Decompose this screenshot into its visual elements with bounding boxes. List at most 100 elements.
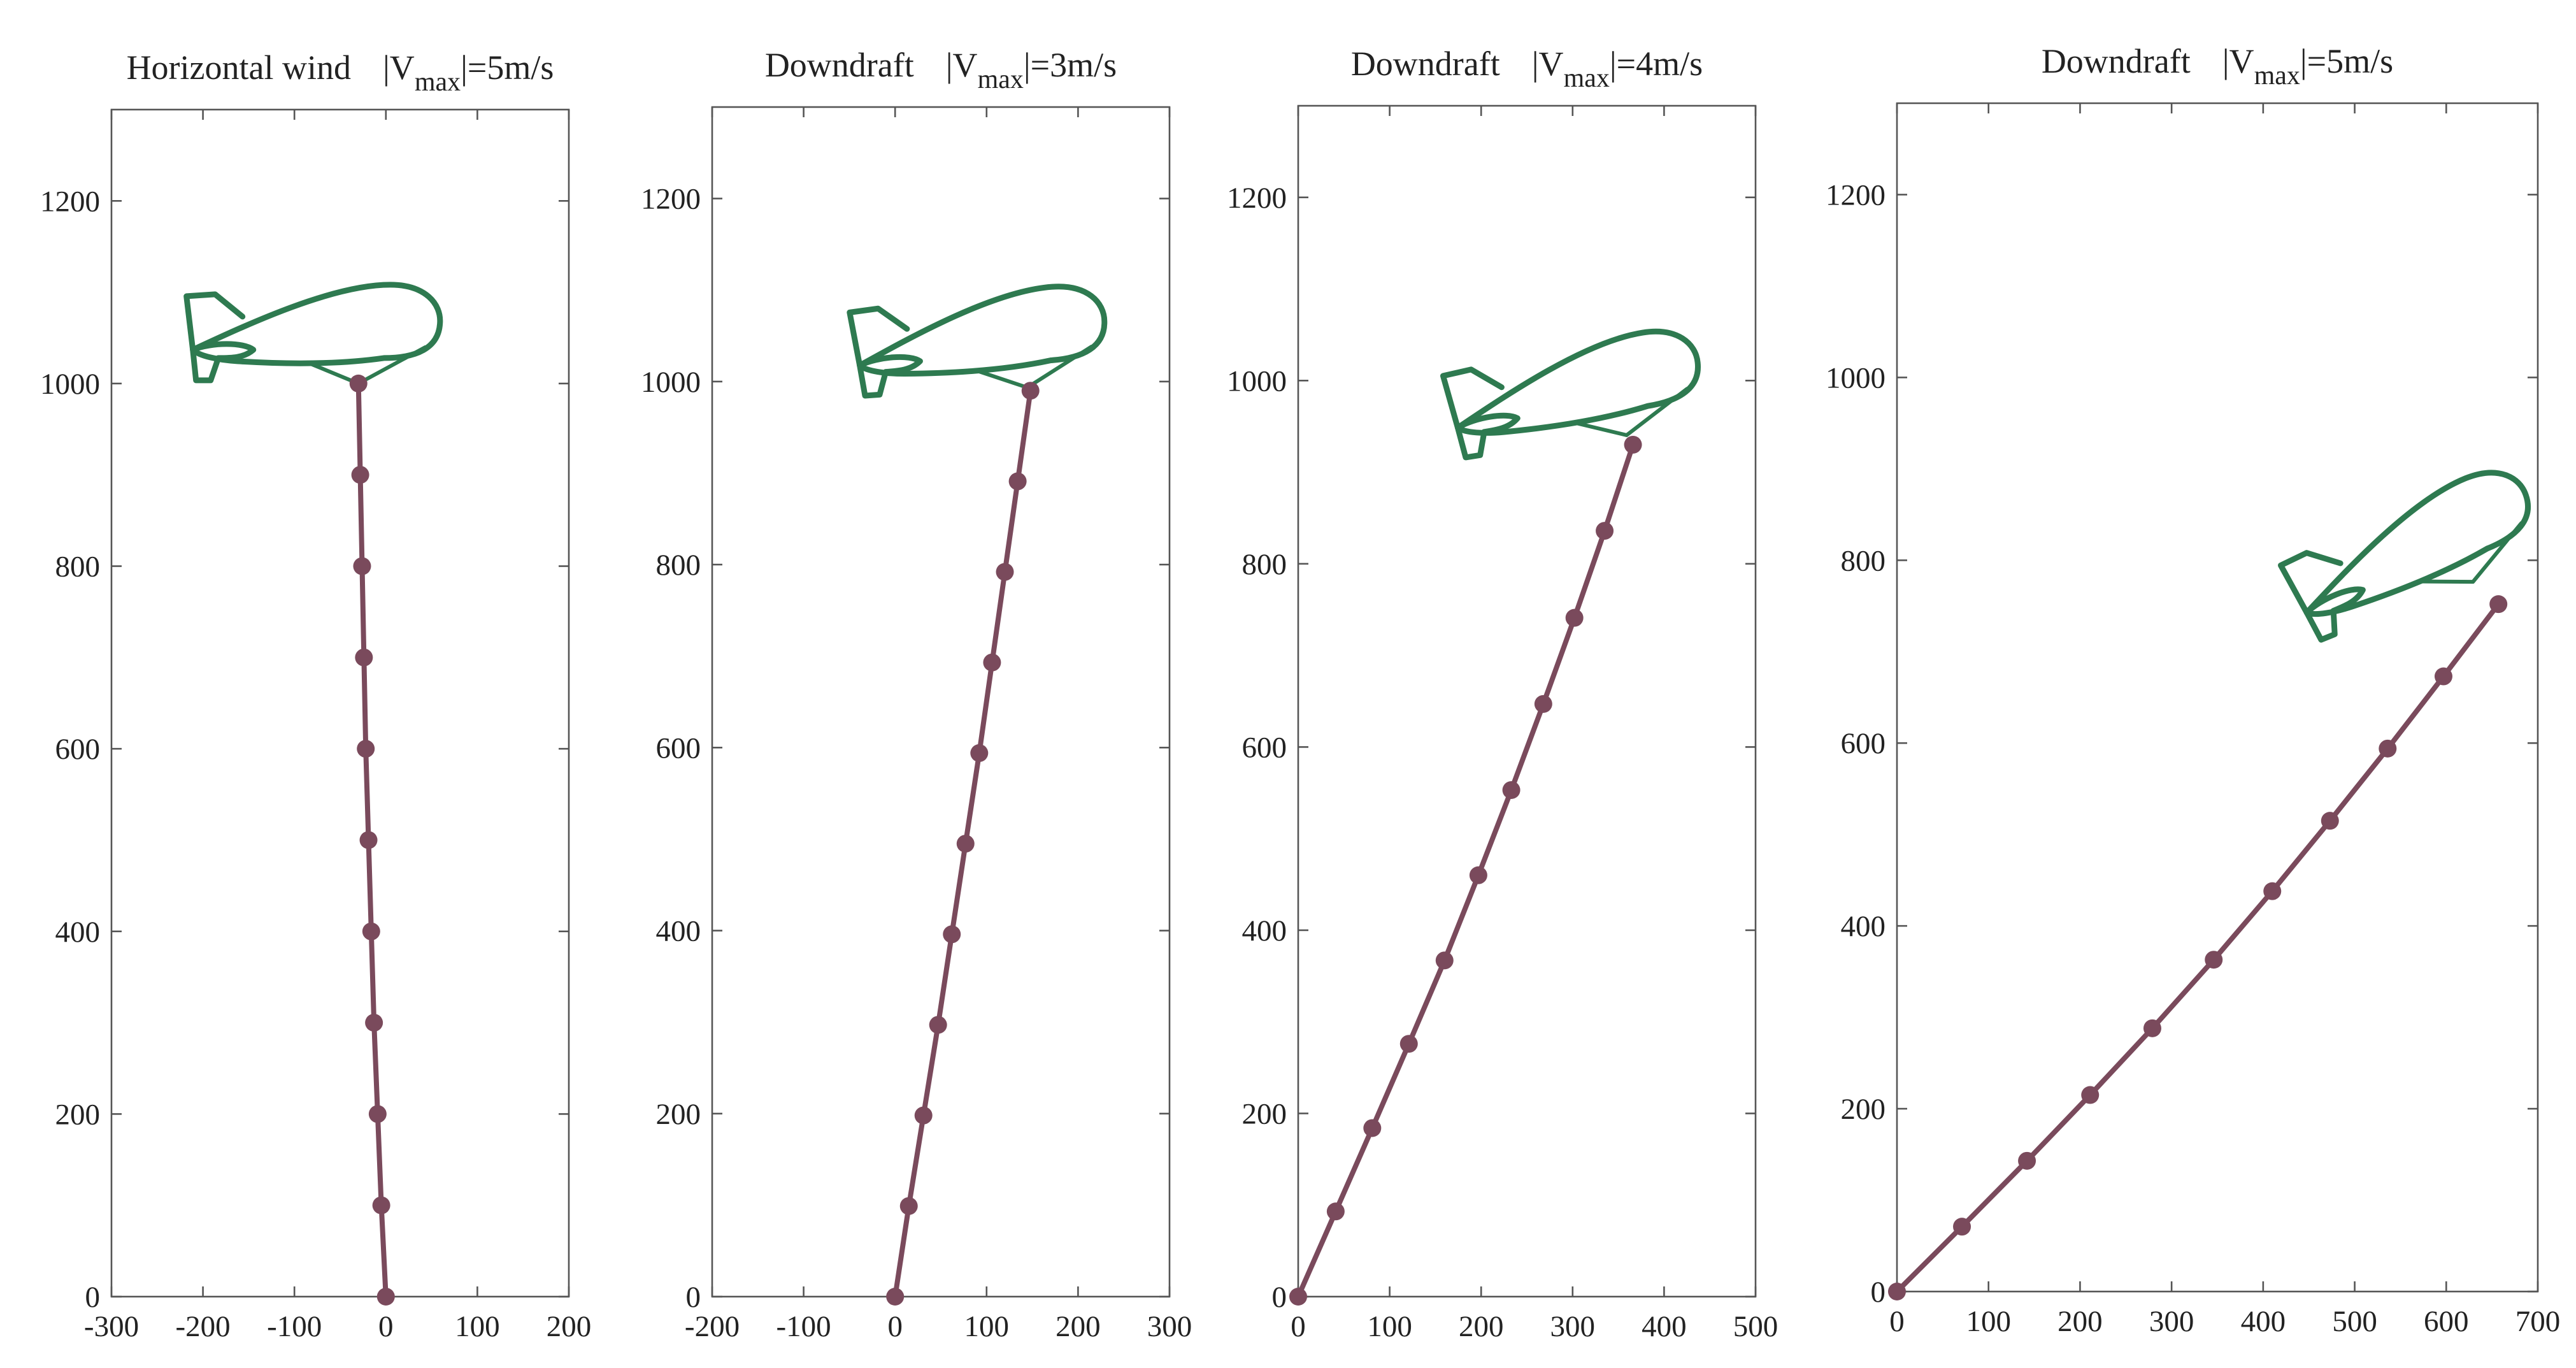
title-v: |V (1532, 45, 1564, 83)
tether-node (914, 1106, 933, 1125)
airship-hull (190, 282, 443, 366)
title-prefix: Downdraft (1351, 45, 1500, 83)
title-v: |V (383, 48, 415, 87)
airship-upper-fin (2278, 550, 2343, 616)
title-prefix: Downdraft (765, 46, 914, 84)
y-tick-label: 200 (1242, 1097, 1287, 1130)
tether-node (365, 1014, 383, 1032)
tether-node (1596, 522, 1614, 540)
tether-node (372, 1196, 390, 1214)
title-suffix: |=5m/s (461, 48, 554, 87)
tether-node (2321, 812, 2339, 830)
x-tick-label: 300 (1147, 1310, 1192, 1343)
tether-node (983, 653, 1001, 672)
x-tick-label: 700 (2515, 1305, 2561, 1338)
x-tick-label: 200 (1459, 1310, 1504, 1343)
airship-icon (183, 282, 443, 385)
y-tick-label: 200 (656, 1098, 701, 1131)
tether-node (1008, 472, 1027, 491)
tether-node (956, 835, 975, 853)
y-tick-label: 1000 (1227, 364, 1287, 398)
tether-node (1326, 1202, 1345, 1221)
y-tick-label: 1000 (641, 366, 701, 399)
airship-lower-fin (2303, 586, 2366, 643)
y-tick-label: 400 (55, 916, 101, 949)
title-sub: max (2254, 61, 2300, 90)
y-tick-label: 800 (656, 549, 701, 582)
title-sub: max (1564, 64, 1610, 93)
x-tick-label: -200 (685, 1310, 740, 1343)
y-tick-label: 1200 (641, 183, 701, 216)
tether-node (1953, 1218, 1971, 1236)
x-tick-label: 200 (1055, 1310, 1101, 1343)
tether-node (1624, 435, 1642, 454)
axes-frame (110, 108, 570, 1298)
airship-hull (2303, 470, 2531, 617)
airship-rigging (1571, 387, 1689, 437)
y-tick-label: 0 (1272, 1281, 1287, 1314)
y-tick-label: 400 (656, 915, 701, 948)
panel-2: -200 -100 0 100 200 300 0 200 400 600 800 1000 1200 D… (641, 46, 1192, 1343)
x-tick-label: 500 (1733, 1310, 1778, 1343)
airship-icon (1440, 328, 1701, 461)
tether-node (353, 557, 371, 575)
panel-title: Downdraft |Vmax|=3m/s (765, 46, 1117, 94)
y-tick-label: 0 (686, 1281, 701, 1314)
tether-node (1021, 382, 1040, 400)
panel-title: Downdraft |Vmax|=5m/s (2042, 42, 2393, 90)
x-tick-label: 300 (1550, 1310, 1596, 1343)
x-tick-label: 100 (1367, 1310, 1412, 1343)
y-tick-label: 600 (1242, 731, 1287, 764)
x-tick-label: 400 (1642, 1310, 1687, 1343)
tether-line (1895, 602, 2501, 1293)
title-sub: max (978, 65, 1024, 94)
title-suffix: |=4m/s (1610, 45, 1703, 83)
y-tick-label: 200 (1841, 1093, 1886, 1126)
x-tick-label: -100 (776, 1310, 831, 1343)
tether-node (351, 466, 369, 484)
x-tick-label: 200 (2057, 1305, 2103, 1338)
airship-hull (857, 284, 1108, 377)
y-tick-label: 1000 (40, 368, 100, 401)
y-tick-label: 1000 (1826, 361, 1885, 394)
tether-node (943, 925, 961, 944)
x-tick-label: 100 (1966, 1305, 2011, 1338)
x-tick-label: 200 (547, 1310, 592, 1343)
tether-node (362, 922, 380, 940)
title-sub: max (415, 68, 461, 97)
x-tick-label: -200 (176, 1310, 231, 1343)
tether-node (355, 648, 373, 666)
tether-node (2434, 667, 2452, 686)
y-tick-label: 800 (55, 551, 101, 584)
y-tick-label: 1200 (40, 185, 100, 218)
x-tick-label: 0 (1889, 1305, 1905, 1338)
tether-node (1565, 608, 1584, 627)
tether-node (929, 1016, 947, 1034)
x-tick-label: 100 (455, 1310, 500, 1343)
tether-node (1363, 1119, 1382, 1137)
panel-3: 0 100 200 300 400 500 0 200 400 600 800 1000 1200 Dow… (1227, 45, 1778, 1343)
tether-node (1469, 866, 1487, 884)
x-tick-label: 0 (1291, 1310, 1306, 1343)
x-tick-label: 500 (2332, 1305, 2377, 1338)
tether-node (1534, 695, 1552, 713)
tether-node (1502, 781, 1521, 799)
y-tick-label: 0 (85, 1281, 101, 1314)
tether-node (2018, 1151, 2036, 1170)
panel-4: 0 100 200 300 400 500 600 700 0 200 400 600 800 1000 1… (1826, 42, 2560, 1338)
y-tick-label: 600 (656, 731, 701, 765)
tether-node (1435, 951, 1454, 970)
panel-1: -300 -200 -100 0 100 200 0 200 400 600 800 1000 1200… (40, 48, 591, 1343)
tether-node (368, 1105, 387, 1123)
airship-lower-fin (190, 341, 257, 384)
axes-frame (1297, 104, 1757, 1298)
title-v: |V (2222, 42, 2254, 80)
y-tick-label: 1200 (1826, 178, 1885, 212)
y-tick-label: 400 (1242, 914, 1287, 947)
tether-node (996, 563, 1014, 581)
airship-upper-fin (183, 291, 246, 353)
x-tick-label: 400 (2241, 1305, 2286, 1338)
tether-node (970, 744, 989, 762)
